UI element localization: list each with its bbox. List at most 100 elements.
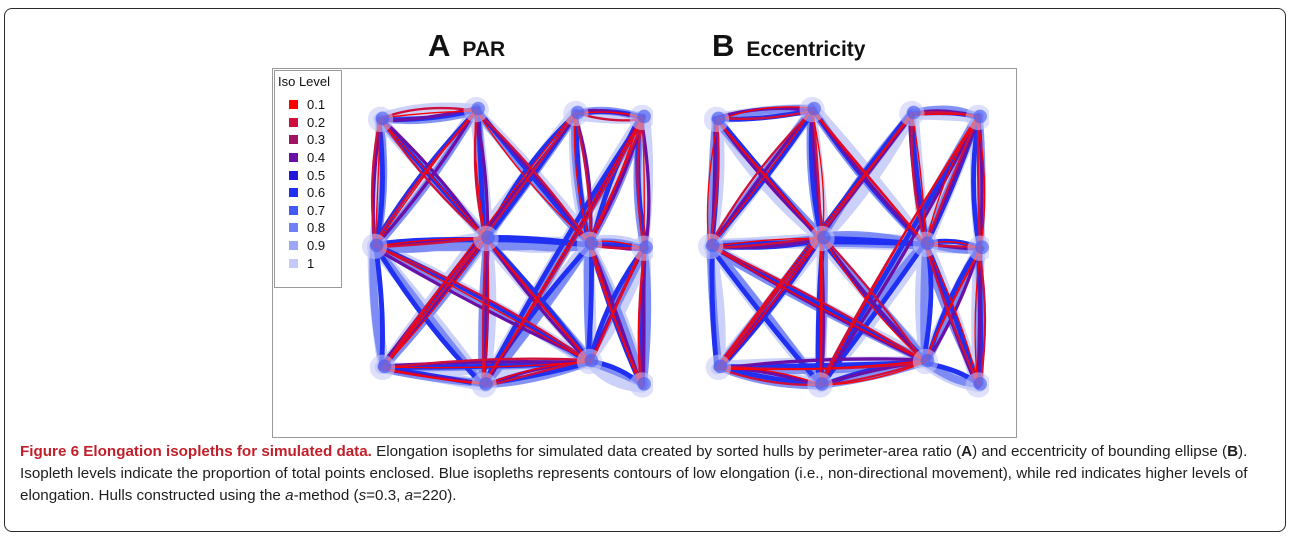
hull-blob-inner — [817, 230, 831, 245]
legend-item: 0.4 — [289, 149, 325, 167]
panel-a-title: A PAR — [428, 28, 505, 64]
panel-b-isopleth-plot — [697, 96, 989, 398]
isopleth-path — [481, 235, 488, 388]
legend-swatch — [289, 223, 298, 233]
isopleth-path — [910, 112, 927, 246]
isopleth-path — [719, 237, 822, 369]
hull-blob-inner — [920, 353, 935, 368]
isopleth-path — [976, 118, 986, 248]
isopleth-path — [923, 242, 980, 387]
hull-blob-inner — [375, 111, 390, 126]
figure-caption: Figure 6 Elongation isopleths for simula… — [20, 441, 1280, 507]
hull-blob-inner — [711, 111, 726, 126]
isopleth-path — [573, 112, 592, 246]
legend-item: 0.3 — [289, 131, 325, 149]
isopleth-path — [709, 243, 720, 371]
isopleth-hull-blobs — [697, 96, 989, 398]
iso-level-legend: Iso Level 0.1 0.2 0.3 0.4 0.5 0.6 0.7 0.8 0.9 1 — [274, 70, 342, 288]
isopleth-path — [708, 109, 815, 247]
isopleth-path — [924, 244, 980, 385]
isopleth-path — [475, 110, 590, 244]
legend-label: 0.8 — [307, 220, 326, 236]
isopleth-path — [706, 119, 719, 247]
caption-alpha-2: a — [404, 487, 414, 504]
legend-swatch — [289, 170, 298, 180]
isopleth-path — [822, 237, 925, 363]
isopleth-path — [379, 118, 487, 240]
legend-item: 0.9 — [289, 237, 325, 255]
isopleth-path — [811, 109, 825, 239]
isopleth-path — [373, 244, 486, 388]
caption-ref-b: B — [1227, 443, 1239, 460]
legend-label: 0.4 — [307, 150, 326, 166]
isopleth-path — [710, 246, 926, 362]
caption-alpha: a — [285, 487, 294, 504]
isopleth-path — [642, 118, 645, 248]
legend-label: 0.1 — [307, 97, 326, 113]
hull-blob-inner — [481, 230, 495, 245]
isopleth-path — [715, 359, 929, 371]
caption-text-4: -method ( — [293, 487, 359, 504]
legend-label: 0.7 — [307, 202, 326, 218]
legend-item: 0.8 — [289, 219, 325, 237]
panel-a-name: PAR — [462, 38, 506, 61]
isopleth-path — [708, 119, 720, 247]
isopleth-path — [380, 119, 486, 238]
panel-a-isopleth-plot — [361, 96, 653, 398]
caption-s: s — [358, 487, 367, 504]
legend-swatch — [289, 205, 298, 215]
hull-blob-inner — [584, 353, 599, 368]
isopleth-path — [711, 237, 821, 248]
legend-label: 0.2 — [307, 114, 326, 130]
legend-swatch — [289, 117, 298, 127]
legend-items: 0.1 0.2 0.3 0.4 0.5 0.6 0.7 0.8 0.9 1 — [289, 96, 325, 272]
caption-text-3: ). Isopleth levels indicate the proporti… — [20, 443, 1248, 504]
hull-blob-inner — [906, 105, 921, 120]
isopleth-path — [924, 116, 979, 246]
hull-blob-inner — [975, 240, 989, 255]
isopleth-path — [819, 236, 822, 387]
isopleth-path — [373, 107, 478, 248]
isopleth-path — [971, 115, 982, 251]
isopleth-path — [974, 247, 982, 386]
isopleth-path — [373, 244, 591, 364]
isopleth-hull-blobs — [361, 96, 653, 398]
isopleth-path — [474, 109, 592, 245]
isopleth-path — [373, 244, 591, 364]
legend-label: 0.5 — [307, 167, 326, 183]
caption-label: Figure 6 Elongation isopleths for simula… — [20, 443, 372, 460]
panel-b-title: B Eccentricity — [712, 28, 865, 64]
isopleth-path — [715, 357, 929, 371]
isopleth-path — [718, 236, 822, 370]
isopleth-path — [473, 109, 487, 239]
isopleth-path — [589, 115, 642, 247]
isopleth-path — [383, 361, 589, 369]
isopleth-path — [816, 114, 982, 388]
legend-swatch — [289, 153, 298, 163]
legend-swatch — [289, 258, 298, 268]
isopleth-path — [482, 238, 489, 386]
isopleth-path — [590, 241, 642, 388]
hull-blob-inner — [584, 236, 599, 251]
legend-label: 0.9 — [307, 238, 326, 254]
caption-text-5: =0.3, — [366, 487, 405, 504]
legend-item: 0.5 — [289, 166, 325, 184]
hull-blob-inner — [713, 359, 728, 374]
caption-text-1: Elongation isopleths for simulated data … — [371, 443, 962, 460]
legend-swatch — [289, 100, 298, 110]
legend-swatch — [289, 135, 298, 145]
legend-swatch — [289, 188, 298, 198]
isopleth-path — [820, 115, 979, 388]
hull-blob-inner — [570, 105, 585, 120]
legend-item: 0.7 — [289, 202, 325, 220]
isopleth-path — [819, 117, 979, 386]
hull-blob-inner — [815, 377, 829, 391]
isopleth-path — [472, 109, 490, 239]
panel-b-letter: B — [712, 28, 735, 63]
panel-a-letter: A — [428, 28, 451, 63]
isopleth-path — [924, 114, 979, 247]
legend-label: 0.3 — [307, 132, 326, 148]
isopleth-path — [379, 116, 487, 242]
isopleth-path — [716, 118, 823, 239]
legend-item: 0.2 — [289, 114, 325, 132]
